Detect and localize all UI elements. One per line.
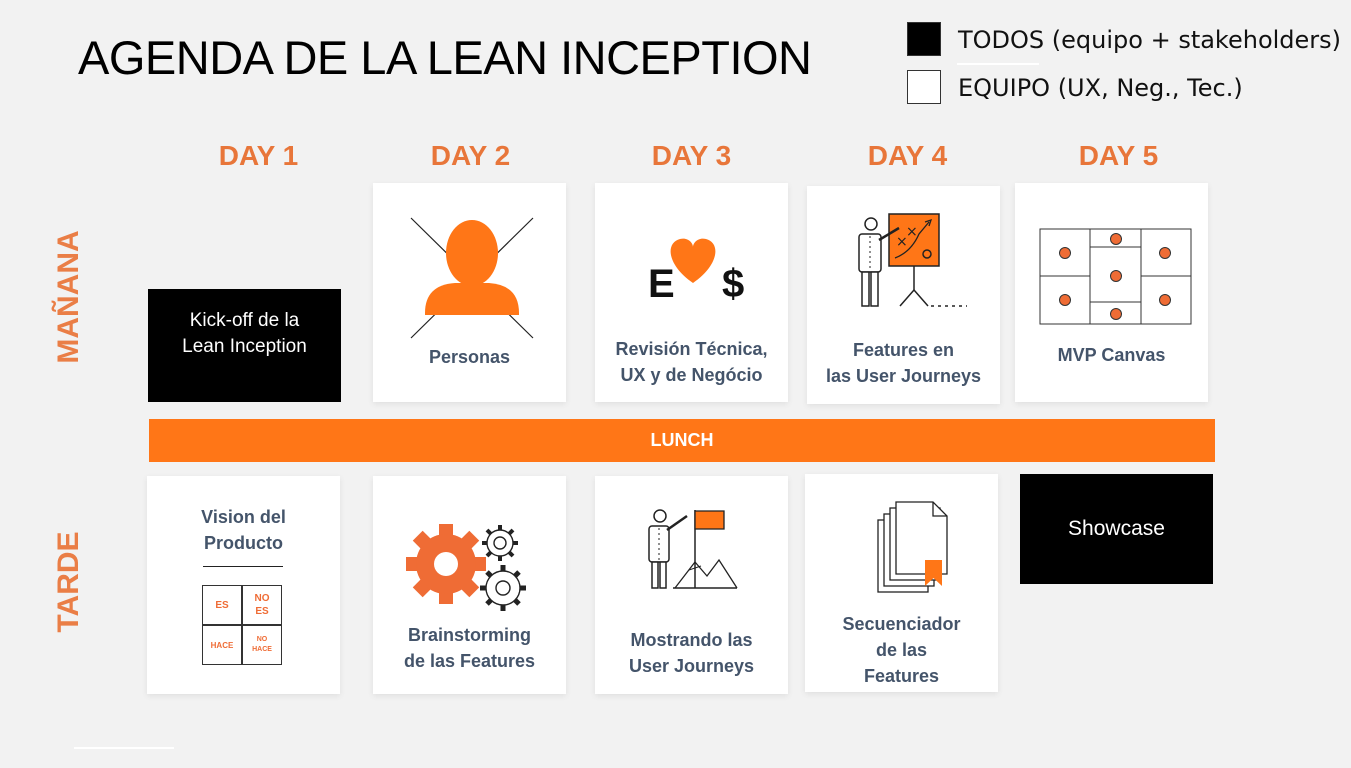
card-personas: Personas: [373, 183, 566, 402]
day-3-header: DAY 3: [651, 140, 732, 171]
card-brainstorming: Brainstorming de las Features: [373, 476, 566, 694]
canvas-grid-icon: [1039, 228, 1192, 325]
gears-icon: [406, 524, 526, 611]
card-kickoff-line1: Kick-off de la: [189, 310, 300, 331]
card-kickoff: Kick-off de la Lean Inception: [148, 289, 341, 402]
presenter-board-icon: × ×: [858, 213, 967, 307]
card-showcase: Showcase: [1020, 474, 1213, 584]
card-vision-line2: Producto: [204, 533, 283, 553]
is-isnot-grid-icon: ES NO ES HACE NO HACE: [202, 585, 282, 665]
card-mvp-canvas-label: MVP Canvas: [1057, 345, 1166, 365]
card-secuenciador-line1: Secuenciador: [842, 614, 961, 634]
presenter-flag-mountain-icon: [648, 509, 738, 589]
legend-todos-swatch: [907, 22, 941, 56]
card-brainstorming-line1: Brainstorming: [407, 625, 531, 645]
card-features-journeys: × × Features en las User Journeys: [807, 186, 1000, 404]
grid-hace: HACE: [202, 625, 242, 665]
card-showcase-label: Showcase: [1068, 517, 1165, 540]
card-mostrando-line2: User Journeys: [628, 656, 755, 676]
card-secuenciador-line2: de las: [875, 640, 928, 660]
card-features-journeys-line2: las User Journeys: [825, 366, 982, 386]
row-label-tarde: TARDE: [52, 531, 85, 633]
day-1-header: DAY 1: [218, 140, 299, 171]
card-features-journeys-line1: Features en: [852, 340, 955, 360]
card-revision-line2: UX y de Negócio: [620, 365, 763, 385]
card-vision-line1: Vision del: [201, 507, 286, 527]
legend-divider: [957, 63, 1039, 65]
legend-todos-label: TODOS (equipo + stakeholders): [958, 26, 1342, 54]
legend-equipo-label: EQUIPO (UX, Neg., Tec.): [958, 74, 1243, 102]
card-mostrando-journeys: Mostrando las User Journeys: [595, 476, 788, 694]
row-label-manana: MAÑANA: [52, 230, 85, 364]
grid-no-es: NO ES: [242, 585, 282, 625]
page-title: AGENDA DE LA LEAN INCEPTION: [78, 31, 812, 84]
grid-es: ES: [202, 585, 242, 625]
footer-line: [74, 747, 174, 749]
card-revision: E $ Revisión Técnica, UX y de Negócio: [595, 183, 788, 402]
documents-stack-icon: [877, 501, 948, 593]
card-vision-producto: Vision del Producto ES NO ES HACE NO HACE: [147, 476, 340, 694]
e-heart-dollar-icon: E $: [648, 238, 744, 306]
day-4-header: DAY 4: [867, 140, 948, 171]
card-secuenciador: Secuenciador de las Features: [805, 474, 998, 692]
icon-e-letter: E: [648, 262, 675, 306]
legend-equipo-swatch: [907, 70, 941, 104]
person-crossed-icon: [410, 217, 534, 339]
card-mvp-canvas: MVP Canvas: [1015, 183, 1208, 402]
lunch-bar: LUNCH: [149, 419, 1215, 462]
card-kickoff-line2: Lean Inception: [182, 336, 307, 357]
card-secuenciador-line3: Features: [863, 666, 940, 686]
svg-text:×: ×: [906, 224, 918, 240]
day-5-header: DAY 5: [1078, 140, 1159, 171]
card-mostrando-line1: Mostrando las: [630, 630, 753, 650]
vision-divider: [203, 566, 283, 567]
icon-dollar-sign: $: [722, 262, 744, 306]
grid-no-hace: NO HACE: [242, 625, 282, 665]
card-personas-label: Personas: [428, 347, 511, 367]
card-brainstorming-line2: de las Features: [403, 651, 536, 671]
card-revision-line1: Revisión Técnica,: [615, 339, 768, 359]
svg-text:×: ×: [896, 234, 908, 250]
day-2-header: DAY 2: [430, 140, 511, 171]
